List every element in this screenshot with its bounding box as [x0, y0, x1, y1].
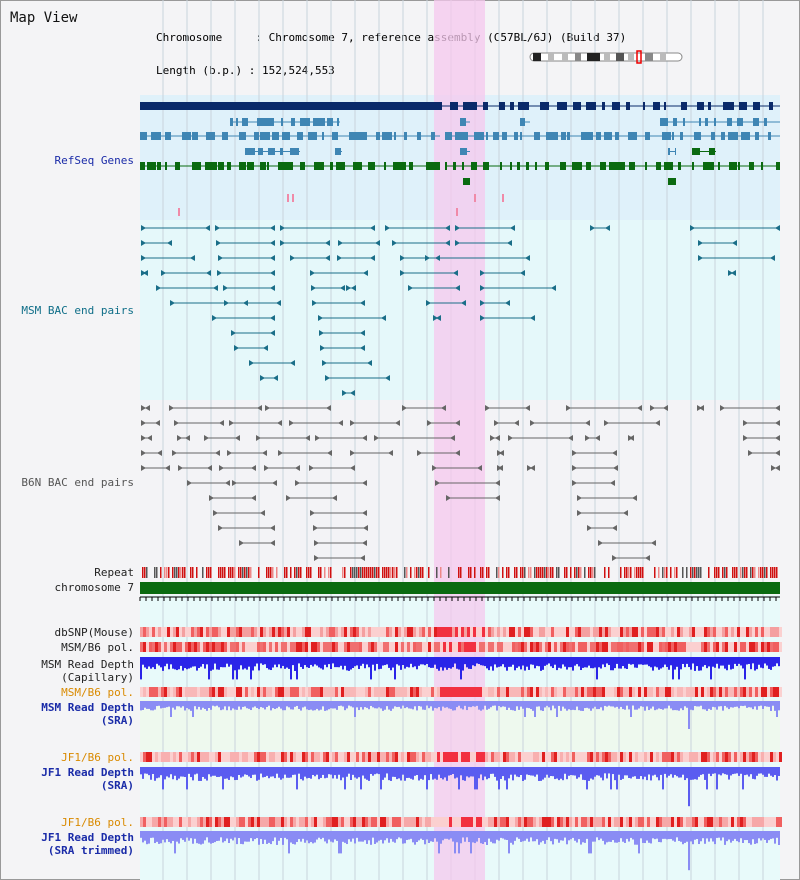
axis-tick-label: 109600000: [437, 602, 497, 615]
axis-tick-label: 110400000: [675, 602, 735, 615]
track-label-jf1-b6-pol-2[interactable]: JF1/B6 pol.: [61, 816, 134, 829]
track-label-msm-b6-pol-1[interactable]: MSM/B6 pol.: [61, 641, 134, 654]
track-label-refseq[interactable]: RefSeq Genes: [54, 154, 134, 167]
track-label-msm-depth-sra-sub: (SRA): [100, 714, 134, 727]
axis-tick-label: 109200000: [320, 602, 380, 615]
track-label-msm-depth-sra[interactable]: MSM Read Depth: [41, 701, 134, 714]
track-label-b6n-bac[interactable]: B6N BAC end pairs: [21, 476, 134, 489]
coverage-span-info: Read coverage check span : 10,000: [150, 130, 369, 143]
axis-tick-label: 110000000: [556, 602, 616, 615]
show-range-info: Show (b.p.) : 108,590,303-110,754,171 : …: [156, 97, 514, 110]
track-label-jf1-b6-pol-1[interactable]: JF1/B6 pol.: [61, 751, 134, 764]
track-label-jf1-depth-sra[interactable]: JF1 Read Depth: [41, 766, 134, 779]
track-label-msm-depth-cap-sub: (Capillary): [61, 671, 134, 684]
track-label-jf1-depth-sra-sub: (SRA): [100, 779, 134, 792]
panel-title: Map View: [10, 10, 78, 26]
track-label-msm-depth-cap[interactable]: MSM Read Depth: [41, 658, 134, 671]
region-info-header: Chromosome : Chromosome 7, reference ass…: [150, 10, 626, 153]
track-label-dbsnp[interactable]: dbSNP(Mouse): [54, 626, 134, 639]
track-label-chromosome: chromosome 7: [54, 581, 134, 594]
axis-tick-label: 108800000: [201, 602, 261, 615]
track-label-msm-b6-pol-2[interactable]: MSM/B6 pol.: [61, 686, 134, 699]
length-info: Length (b.p.) : 152,524,553: [156, 64, 335, 77]
track-label-repeat[interactable]: Repeat: [94, 566, 134, 579]
track-label-jf1-depth-trim[interactable]: JF1 Read Depth: [41, 831, 134, 844]
track-label-msm-bac[interactable]: MSM BAC end pairs: [21, 304, 134, 317]
track-label-jf1-depth-trim-sub: (SRA trimmed): [47, 844, 134, 857]
chromosome-info: Chromosome : Chromosome 7, reference ass…: [156, 31, 627, 44]
